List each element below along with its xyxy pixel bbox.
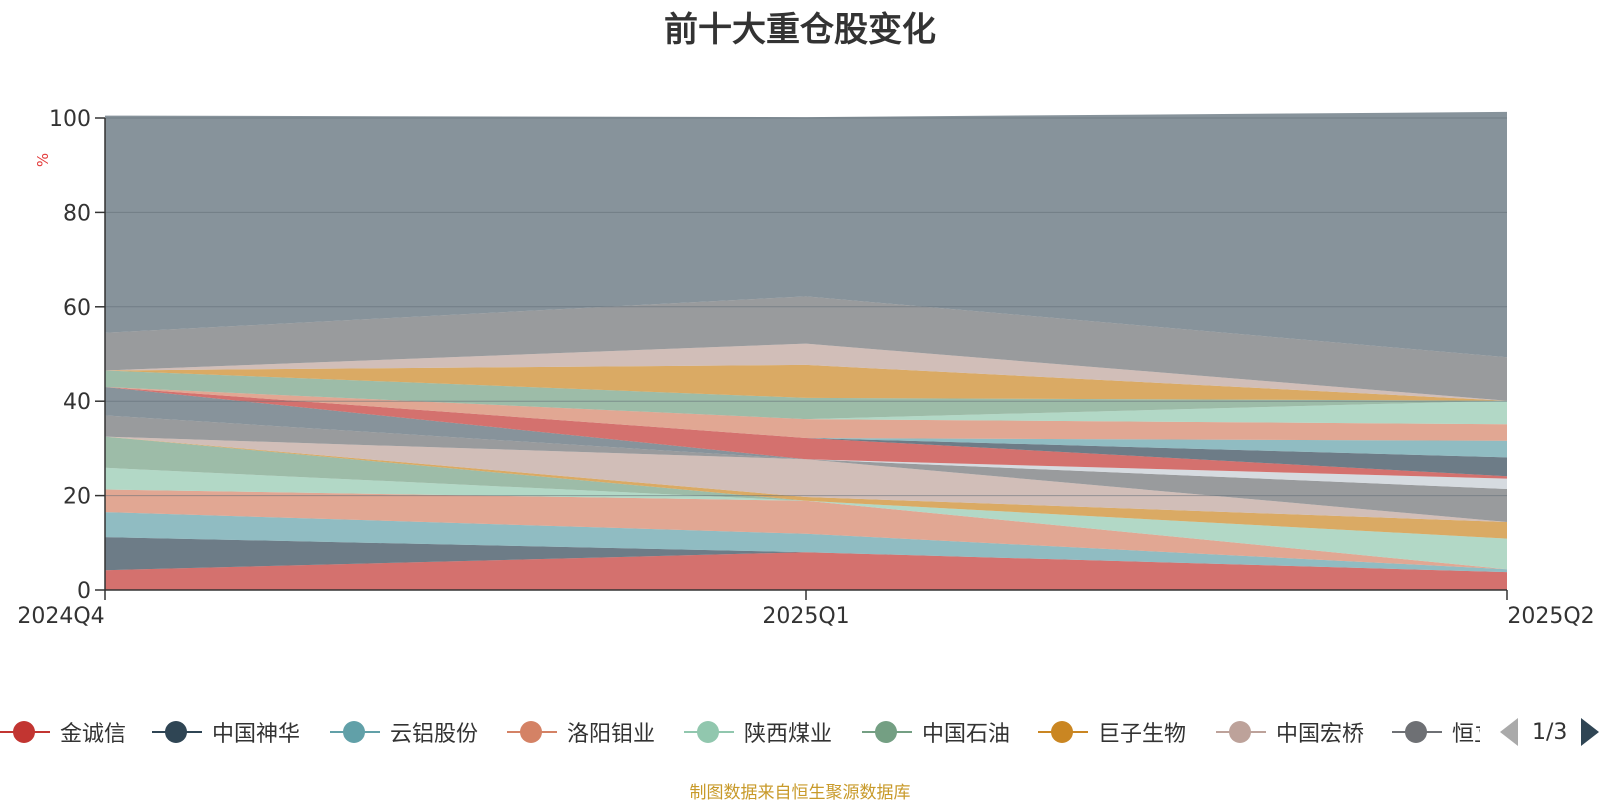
chart-axes: 0 20 40 60 80 100 2024Q4 2025Q1 2025Q2: [17, 107, 1594, 629]
legend-marker-icon: [1216, 712, 1266, 752]
legend-prev-page-icon[interactable]: [1500, 718, 1518, 746]
x-tick-label: 2024Q4: [17, 604, 104, 629]
legend-marker-icon: [684, 712, 734, 752]
legend-item[interactable]: 云铝股份: [330, 712, 478, 752]
legend-marker-icon: [1392, 712, 1442, 752]
area-series-2: [105, 512, 1507, 573]
area-series-14: [105, 387, 1507, 441]
area-series-12: [105, 387, 1507, 477]
legend: 金诚信 中国神华 云铝股份 洛阳钼业 陕西煤业 中国石油 巨子生物 中国宏桥 恒立液压 1/3: [0, 712, 1600, 752]
legend-pager: 1/3: [1500, 712, 1600, 752]
legend-marker-icon: [862, 712, 912, 752]
legend-item[interactable]: 中国石油: [862, 712, 1010, 752]
legend-item[interactable]: 金诚信: [0, 712, 126, 752]
legend-item[interactable]: 洛阳钼业: [507, 712, 655, 752]
y-tick-label: 80: [63, 201, 91, 226]
area-series-15: [105, 387, 1507, 425]
legend-label: 洛阳钼业: [567, 722, 656, 747]
x-tick-label: 2025Q1: [762, 604, 849, 629]
chart-areas: [105, 111, 1507, 590]
legend-label: 中国神华: [212, 722, 301, 747]
area-series-0: [105, 552, 1507, 590]
legend-label: 巨子生物: [1098, 722, 1187, 747]
legend-marker-icon: [0, 712, 50, 752]
y-tick-label: 20: [63, 485, 91, 510]
legend-item[interactable]: 陕西煤业: [684, 712, 832, 752]
area-series-11: [105, 387, 1507, 479]
legend-next-page-icon[interactable]: [1581, 718, 1600, 746]
area-series-4: [105, 467, 1507, 570]
legend-label: 陕西煤业: [744, 722, 833, 747]
area-series-20: [105, 111, 1507, 358]
chart-title: 前十大重仓股变化: [664, 10, 936, 50]
source-note: 制图数据来自恒生聚源数据库: [689, 783, 911, 803]
legend-marker-icon: [1038, 712, 1088, 752]
x-tick-label: 2025Q2: [1507, 604, 1594, 629]
legend-label: 中国宏桥: [1276, 722, 1365, 747]
legend-item[interactable]: 中国神华: [152, 712, 300, 752]
area-series-3: [105, 489, 1507, 570]
legend-marker-icon: [152, 712, 202, 752]
area-series-6: [105, 436, 1507, 539]
legend-label: 恒立液压: [1452, 722, 1480, 747]
y-tick-label: 60: [63, 296, 91, 321]
y-gridlines: [105, 117, 1507, 497]
y-axis-label: %: [34, 153, 52, 167]
legend-label: 云铝股份: [390, 722, 479, 747]
legend-label: 中国石油: [922, 722, 1011, 747]
legend-items: 金诚信 中国神华 云铝股份 洛阳钼业 陕西煤业 中国石油 巨子生物 中国宏桥 恒立液压: [0, 712, 1480, 752]
y-tick-label: 0: [77, 579, 91, 604]
legend-label: 金诚信: [60, 722, 127, 747]
area-series-16: [105, 370, 1507, 420]
y-tick-label: 40: [63, 390, 91, 415]
area-series-10: [105, 387, 1507, 489]
area-series-8: [105, 415, 1507, 522]
area-series-7: [105, 436, 1507, 522]
legend-page-indicator: 1/3: [1532, 719, 1568, 745]
legend-marker-icon: [507, 712, 557, 752]
area-series-1: [105, 537, 1507, 573]
area-series-17: [105, 364, 1507, 401]
y-tick-label: 100: [49, 107, 91, 132]
legend-item[interactable]: 巨子生物: [1038, 712, 1186, 752]
legend-item[interactable]: 中国宏桥: [1216, 712, 1364, 752]
area-series-18: [105, 343, 1507, 401]
area-series-19: [105, 296, 1507, 401]
legend-item[interactable]: 恒立液压: [1392, 712, 1480, 752]
legend-marker-icon: [330, 712, 380, 752]
area-series-13: [105, 387, 1507, 458]
